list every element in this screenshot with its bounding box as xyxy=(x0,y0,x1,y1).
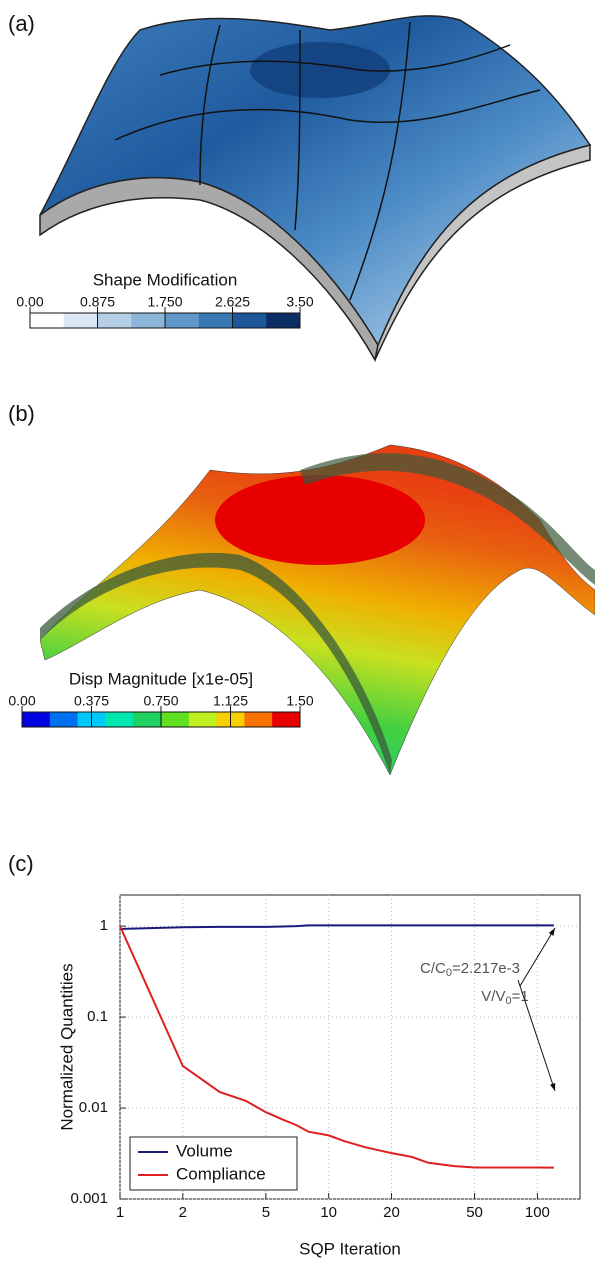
colorbar-band xyxy=(165,313,200,328)
annotation: C/C0=2.217e-3 xyxy=(420,960,520,979)
annotation-part: 0 xyxy=(446,967,452,979)
colorbar-band xyxy=(105,712,134,727)
colorbar-band xyxy=(97,313,132,328)
colorbar-band xyxy=(133,712,162,727)
colorbar-band xyxy=(198,313,233,328)
y-tick-label: 1 xyxy=(100,917,108,934)
x-tick-label: 1 xyxy=(116,1204,124,1221)
colorbar-band xyxy=(63,313,98,328)
colorbar-band xyxy=(131,313,166,328)
legend-label: Volume xyxy=(176,1141,233,1160)
colorbar-band xyxy=(22,712,51,727)
annotation-arrow xyxy=(517,979,556,1092)
colorbar-title: Disp Magnitude [x1e-05] xyxy=(69,669,253,688)
y-tick-label: 0.01 xyxy=(79,1099,108,1116)
colorbar-title: Shape Modification xyxy=(93,270,238,289)
legend-box xyxy=(129,1136,298,1191)
arrow-head xyxy=(548,928,555,936)
y-axis-label: Normalized Quantities xyxy=(57,963,76,1130)
annotation-arrow xyxy=(519,927,556,987)
colorbar-tick-label: 0.375 xyxy=(74,693,109,709)
colorbar-tick-label: 0.00 xyxy=(16,294,43,310)
x-tick-label: 50 xyxy=(466,1204,483,1221)
colorbar-tick-label: 1.125 xyxy=(213,693,248,709)
shape-surface xyxy=(39,15,592,363)
colorbar-tick-label: 0.875 xyxy=(80,294,115,310)
displacement-surface xyxy=(39,444,595,776)
colorbar-band xyxy=(49,712,79,727)
x-tick-label: 100 xyxy=(525,1204,550,1221)
x-tick-label: 2 xyxy=(179,1204,187,1221)
legend-label: Compliance xyxy=(176,1164,266,1183)
annotation-part: C/C xyxy=(420,960,446,977)
annotation-part: =1 xyxy=(512,988,529,1005)
x-tick-label: 5 xyxy=(262,1204,270,1221)
colorbar-band xyxy=(161,712,190,727)
colorbar-band xyxy=(30,313,65,328)
y-tick-label: 0.001 xyxy=(70,1190,108,1207)
x-tick-label: 20 xyxy=(383,1204,400,1221)
colorbar-tick-label: 0.750 xyxy=(143,693,178,709)
series-line xyxy=(119,924,554,930)
panel-label: (a) xyxy=(8,11,35,36)
series-line xyxy=(119,925,554,1169)
x-axis-label: SQP Iteration xyxy=(299,1239,401,1258)
colorbar-band xyxy=(266,313,301,328)
colorbar-tick-label: 1.50 xyxy=(286,693,313,709)
colorbar-band xyxy=(244,712,273,727)
arrow-head xyxy=(550,1083,556,1091)
panel-label: (c) xyxy=(8,851,34,876)
colorbar-tick-label: 0.00 xyxy=(8,693,35,709)
colorbar-band xyxy=(232,313,267,328)
colorbar-band xyxy=(188,712,218,727)
colorbar-tick-label: 1.750 xyxy=(147,294,182,310)
colorbar-band xyxy=(272,712,301,727)
x-tick-label: 10 xyxy=(320,1204,337,1221)
colorbar-tick-label: 3.50 xyxy=(286,294,313,310)
y-tick-label: 0.1 xyxy=(87,1008,108,1025)
annotation-part: 0 xyxy=(505,995,511,1007)
colorbar-tick-label: 2.625 xyxy=(215,294,250,310)
annotation-part: =2.217e-3 xyxy=(452,960,520,977)
panel-label: (b) xyxy=(8,401,35,426)
annotation-part: V/V xyxy=(481,988,505,1005)
